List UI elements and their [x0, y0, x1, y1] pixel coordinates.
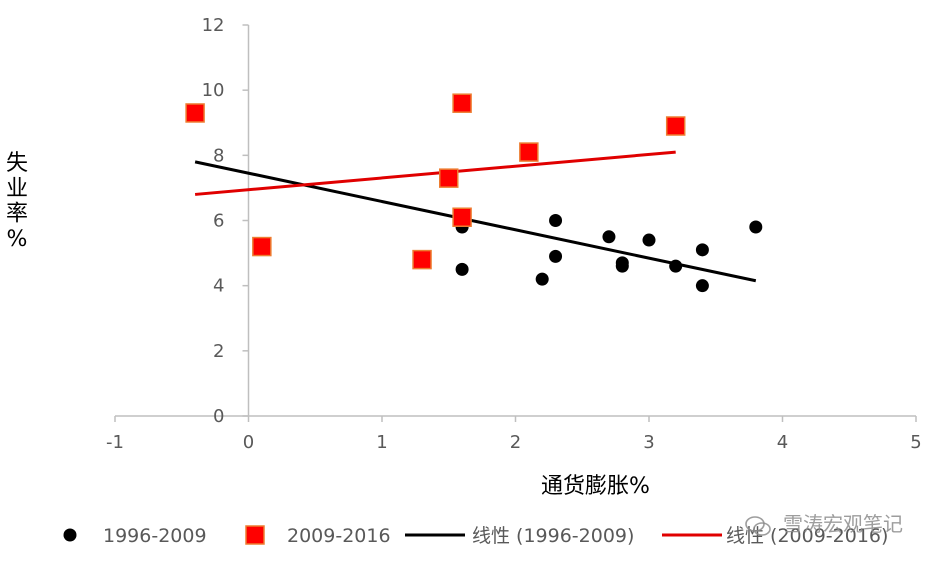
data-points — [185, 93, 763, 293]
x-axis-title: 通货膨胀% — [541, 474, 650, 499]
point-circle — [549, 214, 563, 227]
point-square — [452, 207, 472, 227]
y-tick-label: 0 — [213, 406, 224, 427]
trendline — [194, 150, 676, 196]
wechat-icon — [744, 515, 771, 536]
point-square — [185, 103, 205, 123]
legend-marker-1996-2009 — [63, 528, 77, 542]
legend-label-1996-2009: 1996-2009 — [103, 525, 207, 547]
x-tick-label: 0 — [243, 432, 254, 453]
point-square — [519, 142, 539, 162]
legend-label-trend-1996-2009: 线性 (1996-2009) — [472, 525, 634, 547]
point-circle — [615, 259, 629, 273]
point-square — [412, 249, 432, 270]
point-circle — [549, 249, 563, 263]
y-tick-label: 2 — [213, 341, 224, 362]
x-tick-label: 5 — [910, 432, 921, 453]
trendlines — [194, 150, 757, 283]
point-circle — [602, 230, 616, 244]
point-circle — [455, 262, 469, 276]
y-tick-label: 6 — [213, 211, 224, 232]
point-square — [252, 236, 272, 257]
point-circle — [669, 259, 683, 273]
y-tick-label: 10 — [202, 80, 225, 101]
legend-marker-2009-2016 — [245, 525, 265, 545]
y-tick-label: 4 — [213, 276, 224, 297]
point-circle — [642, 233, 656, 247]
point-square — [665, 116, 686, 136]
point-circle — [695, 243, 709, 257]
x-tick-label: 3 — [643, 432, 654, 453]
x-tick-label: -1 — [106, 432, 124, 453]
legend: 1996-2009 2009-2016 线性 (1996-2009) 线性 (2009… — [63, 525, 888, 547]
watermark: 雪涛宏观笔记 — [744, 508, 903, 537]
legend-label-trend-2009-2016: 线性 (2009-2016) — [726, 525, 888, 547]
legend-label-2009-2016: 2009-2016 — [287, 525, 391, 547]
point-circle — [535, 272, 549, 286]
y-axis-title: 失业率% — [6, 151, 28, 252]
trendline — [194, 160, 757, 283]
x-tick-label: 4 — [777, 432, 788, 453]
point-square — [439, 168, 459, 188]
point-square — [452, 93, 472, 113]
y-tick-label: 12 — [202, 15, 225, 36]
watermark-text: 雪涛宏观笔记 — [783, 512, 903, 536]
point-circle — [695, 279, 709, 293]
point-circle — [749, 220, 763, 234]
y-tick-label: 8 — [213, 145, 224, 166]
x-tick-label: 2 — [510, 432, 521, 453]
x-tick-label: 1 — [376, 432, 387, 453]
